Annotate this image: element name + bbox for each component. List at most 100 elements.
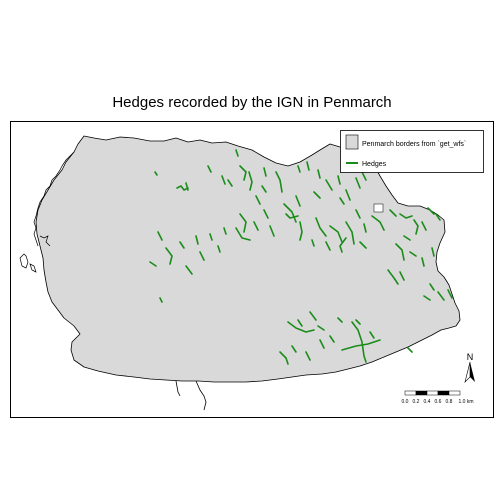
scale-bar-segment	[404, 390, 417, 396]
hedge-segment	[287, 321, 315, 333]
hedge-segment	[399, 271, 405, 281]
scale-bar-segment	[437, 390, 450, 396]
hedge-segment	[395, 243, 405, 261]
legend: Penmarch borders from `get_wfs` Hedges	[340, 130, 484, 173]
hedge-segment	[157, 231, 163, 241]
hedge-segment	[311, 239, 315, 247]
hedge-segment	[207, 165, 212, 173]
hedge-segment	[159, 297, 163, 303]
map-panel-frame	[10, 121, 494, 418]
scale-bar-segment	[415, 390, 428, 396]
hedge-segment	[217, 245, 221, 253]
hedge-segment	[227, 179, 233, 187]
hedge-segment	[255, 195, 261, 205]
north-arrow-icon	[470, 362, 475, 382]
hedge-segment	[291, 345, 297, 353]
hedge-segment	[345, 189, 351, 201]
hedge-segment	[431, 247, 435, 257]
scale-bar-tick-label: 0.6	[435, 399, 442, 405]
hedge-segment	[313, 191, 321, 199]
hedge-segment	[389, 209, 397, 217]
hedge-segment	[403, 235, 411, 241]
legend-hedges-label: Hedges	[362, 161, 387, 168]
scale-bar-tick-label: 1.0 km	[458, 399, 473, 405]
hedge-segment	[239, 165, 247, 181]
hedge-segment	[319, 339, 325, 349]
hedge-segment	[199, 251, 205, 261]
small-coastal-outline	[19, 253, 29, 269]
hedge-segment	[185, 265, 193, 275]
hedge-segment	[355, 209, 361, 219]
hedge-segment	[399, 213, 413, 219]
hedge-segment	[339, 197, 345, 205]
scale-bar-tick-label: 0.2	[413, 399, 420, 405]
hedge-segment	[179, 241, 185, 249]
hedge-segment	[317, 325, 325, 331]
hedge-segment	[283, 203, 297, 223]
hedge-segment	[447, 289, 453, 299]
hedge-segment	[285, 213, 299, 219]
internal-boundary-line	[195, 380, 207, 411]
hedge-segment	[371, 215, 385, 231]
commune-polygon	[35, 135, 461, 383]
hedge-segment	[165, 247, 173, 265]
hedge-segment	[437, 291, 445, 301]
hedge-segment	[423, 295, 431, 301]
hedge-segment	[325, 241, 331, 251]
hedge-segment	[315, 217, 327, 237]
hedge-segment	[269, 225, 275, 237]
hedge-segment	[263, 209, 269, 219]
hedge-segment	[209, 233, 213, 241]
hedge-segment	[337, 175, 341, 185]
hedge-segment	[317, 169, 321, 179]
hedge-segment	[176, 185, 189, 191]
hedge-segment	[154, 171, 158, 176]
hedge-segment	[239, 213, 247, 233]
hedge-segment	[149, 261, 157, 267]
hedge-segment	[235, 149, 239, 157]
hedge-segment	[329, 225, 343, 243]
hedge-segment	[306, 161, 310, 171]
hedge-segment	[221, 175, 226, 185]
small-coastal-outline	[29, 263, 37, 273]
hedge-segment	[305, 351, 311, 361]
hedge-segment	[355, 177, 361, 189]
hedge-segment	[248, 171, 253, 191]
scale-bar-tick-label: 0.4	[424, 399, 431, 405]
north-arrow-icon-outline	[464, 361, 471, 383]
scale-bar-tick-label: 0.8	[446, 399, 453, 405]
hedge-segment	[195, 235, 199, 245]
legend-borders-label: Penmarch borders from `get_wfs`	[362, 141, 466, 148]
hedge-segment	[413, 219, 419, 235]
hedge-segment	[295, 195, 301, 207]
hedge-segment	[427, 207, 435, 215]
hedge-segment	[299, 221, 303, 241]
hedge-segment	[297, 165, 301, 173]
hedge-segment	[325, 179, 333, 191]
hedge-segment	[185, 182, 189, 191]
scale-bar-tick-label: 0.0	[402, 399, 409, 405]
hedge-segment	[309, 311, 317, 321]
hedge-segment	[337, 317, 343, 323]
scale-bar-segment	[426, 390, 439, 396]
scale-bar: 0.0 0.2 0.4 0.6 0.8 1.0 km	[402, 390, 474, 405]
hedge-segment	[345, 221, 355, 245]
legend-box	[340, 130, 484, 173]
hedge-segment	[407, 347, 413, 353]
north-arrow: N	[464, 352, 475, 383]
hedge-segment	[359, 241, 367, 249]
hedge-segment	[297, 319, 303, 327]
map-title: Hedges recorded by the IGN in Penmarch	[112, 94, 392, 111]
internal-boundary-line	[175, 380, 181, 397]
hedge-segment	[275, 171, 283, 193]
enclave-patch	[373, 203, 384, 213]
hedge-segment	[351, 321, 367, 363]
hedge-segment	[223, 227, 227, 235]
hedge-segment	[363, 223, 367, 233]
sub-boundary-line	[39, 235, 51, 247]
hedge-segment	[369, 331, 375, 339]
hedge-segment	[421, 257, 425, 267]
west-coast-outline	[33, 151, 75, 247]
legend-borders-swatch	[345, 134, 359, 150]
